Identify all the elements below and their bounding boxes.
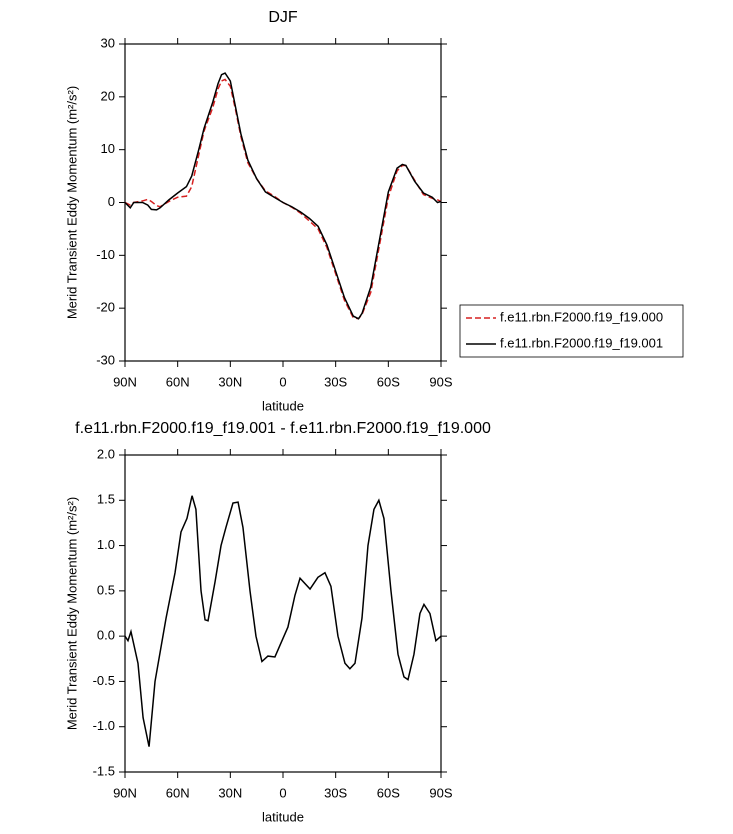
x-tick-label: 30N: [218, 374, 242, 389]
y-tick-label: 30: [101, 35, 115, 50]
legend-box: [459, 304, 684, 358]
x-tick-label: 90S: [429, 785, 452, 800]
y-tick-label: 20: [101, 88, 115, 103]
y-tick-label: -30: [96, 352, 115, 367]
y-tick-label: -10: [96, 247, 115, 262]
legend-label: f.e11.rbn.F2000.f19_f19.000: [500, 309, 663, 324]
data-line: [124, 72, 442, 320]
x-axis-label: latitude: [262, 809, 304, 824]
x-tick-label: 0: [279, 374, 286, 389]
x-axis-label: latitude: [262, 398, 304, 413]
y-tick-label: 10: [101, 141, 115, 156]
y-axis-label: Merid Transient Eddy Momentum (m²/s²): [64, 86, 79, 319]
x-tick-label: 30N: [218, 785, 242, 800]
legend: f.e11.rbn.F2000.f19_f19.000 f.e11.rbn.F20…: [459, 304, 684, 358]
chart-title: f.e11.rbn.F2000.f19_f19.001 - f.e11.rbn.…: [75, 420, 491, 437]
data-line: [124, 495, 442, 747]
x-tick-label: 0: [279, 785, 286, 800]
x-tick-label: 90N: [113, 374, 137, 389]
plot: f.e11.rbn.F2000.f19_f19.001 - f.e11.rbn.…: [64, 420, 491, 824]
y-tick-label: -0.5: [93, 673, 115, 688]
x-tick-label: 30S: [324, 785, 347, 800]
x-tick-label: 60S: [377, 785, 400, 800]
y-tick-label: 0.0: [97, 628, 115, 643]
y-tick-label: 1.0: [97, 537, 115, 552]
y-tick-label: 2.0: [97, 446, 115, 461]
x-tick-label: 60N: [166, 785, 190, 800]
x-tick-label: 90S: [429, 374, 452, 389]
y-axis-label: Merid Transient Eddy Momentum (m²/s²): [64, 497, 79, 730]
y-tick-label: -20: [96, 300, 115, 315]
legend-label: f.e11.rbn.F2000.f19_f19.001: [500, 335, 663, 350]
x-tick-label: 60N: [166, 374, 190, 389]
x-tick-label: 90N: [113, 785, 137, 800]
y-tick-label: -1.0: [93, 718, 115, 733]
x-tick-label: 60S: [377, 374, 400, 389]
y-tick-label: 0: [108, 194, 115, 209]
y-tick-label: -1.5: [93, 763, 115, 778]
y-tick-label: 0.5: [97, 582, 115, 597]
chart-title: DJF: [268, 9, 298, 26]
x-tick-label: 30S: [324, 374, 347, 389]
y-tick-label: 1.5: [97, 492, 115, 507]
plot: DJF latitude Merid Transient Eddy Momentum…: [64, 9, 684, 413]
data-line: [124, 78, 442, 320]
